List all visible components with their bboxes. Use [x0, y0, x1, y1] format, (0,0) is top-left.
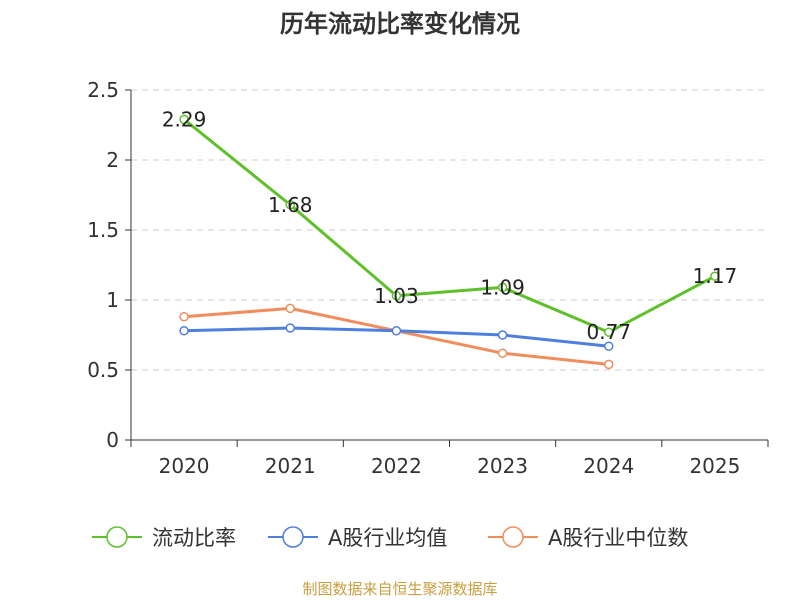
grid-lines: [131, 89, 768, 371]
data-point: [285, 200, 295, 210]
x-tick-label: 2023: [477, 454, 528, 478]
chart-title: 历年流动比率变化情况: [280, 10, 520, 38]
data-label: 1.68: [268, 193, 313, 217]
x-tick-label: 2022: [371, 454, 422, 478]
legend-swatch-marker: [502, 526, 524, 548]
data-point: [285, 303, 295, 314]
source-note: 制图数据来自恒生聚源数据库: [302, 580, 497, 598]
y-tick-label: 2: [106, 148, 119, 172]
legend-label: 流动比率: [152, 526, 236, 550]
data-point: [285, 323, 295, 333]
data-point: [497, 348, 508, 358]
legend-item: A股行业中位数: [488, 526, 688, 550]
data-label: 1.09: [480, 275, 525, 299]
data-point: [604, 341, 614, 351]
legend-label: A股行业均值: [328, 526, 447, 550]
data-point: [391, 291, 402, 301]
data-label: 2.29: [162, 107, 207, 131]
legend-label: A股行业中位数: [548, 526, 688, 550]
data-point: [710, 271, 720, 281]
legend-item: 流动比率: [92, 526, 236, 550]
legend: 流动比率 A股行业均值 A股行业中位数: [92, 526, 688, 550]
y-tick-label: 2.5: [87, 78, 119, 102]
legend-swatch-marker: [106, 526, 128, 548]
axes: 0 0.5 1 1.5 2 2.5 2020 2021 2022 2023 2024 2025: [87, 78, 769, 478]
data-label: 0.77: [586, 320, 631, 344]
data-point: [391, 326, 402, 336]
y-tick-label: 1: [106, 288, 119, 312]
legend-swatch-marker: [282, 526, 304, 548]
data-label: 1.17: [693, 264, 738, 288]
data-point: [497, 330, 508, 340]
data-point: [497, 282, 508, 293]
legend-item: A股行业均值: [268, 526, 447, 550]
data-labels: 2.29 1.68 1.03 1.09 0.77 1.17: [162, 107, 737, 344]
series-line: [183, 118, 716, 334]
x-tick-label: 2025: [689, 454, 740, 478]
data-point: [604, 359, 614, 370]
x-tick-label: 2024: [583, 454, 634, 478]
data-label: 1.03: [374, 284, 419, 308]
y-tick-label: 1.5: [87, 218, 119, 242]
data-point: [179, 114, 189, 125]
x-tick-label: 2020: [159, 454, 210, 478]
data-point: [604, 327, 614, 337]
series-line: [183, 306, 609, 366]
y-tick-label: 0: [106, 428, 119, 452]
data-point: [179, 312, 189, 322]
y-tick-label: 0.5: [87, 358, 119, 382]
x-tick-label: 2021: [265, 454, 316, 478]
data-point: [179, 326, 189, 336]
series-group: [179, 114, 720, 370]
